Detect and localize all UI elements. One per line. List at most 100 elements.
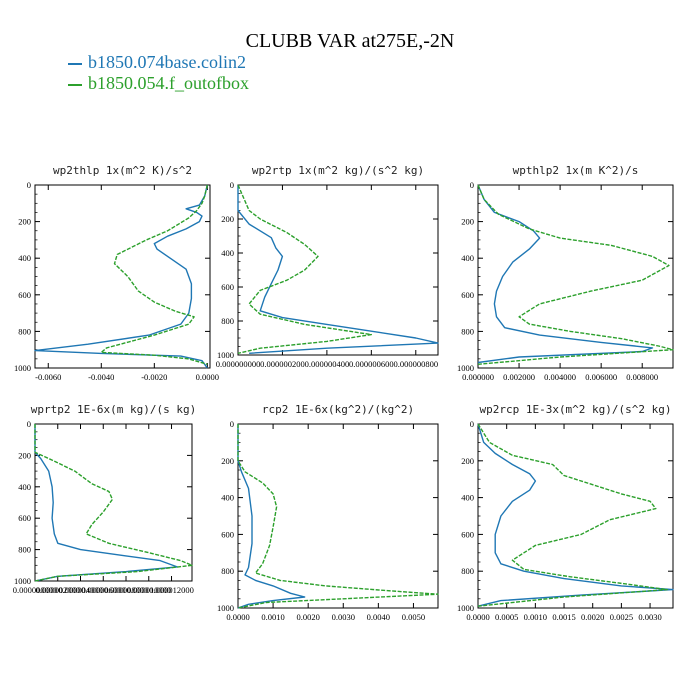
series-line-2	[100, 184, 208, 365]
y-tick-label: 200	[221, 456, 234, 466]
y-tick-label: 600	[18, 513, 31, 523]
y-tick-label: 400	[221, 248, 234, 258]
y-tick-label: 200	[18, 217, 31, 227]
x-tick-label: 0.0005	[495, 612, 518, 622]
panel-title: wprtp2 1E-6x(m kg)/(s kg)	[31, 403, 197, 416]
series-line-2	[237, 424, 439, 609]
panel-title: wp2rcp 1E-3x(m^2 kg)/(s^2 kg)	[479, 403, 671, 416]
x-tick-label: 0.000002000	[35, 585, 80, 595]
legend-label-2: b1850.054.f_outofbox	[88, 73, 249, 93]
y-tick-label: 400	[18, 253, 31, 263]
y-tick-label: 200	[221, 214, 234, 224]
x-tick-label: 0.0050	[402, 612, 425, 622]
legend-swatch-1	[68, 62, 82, 65]
x-tick-label: 0.0015	[552, 612, 575, 622]
x-tick-label: 0.0010	[261, 612, 284, 622]
y-tick-label: 600	[461, 529, 474, 539]
y-tick-label: 0	[230, 180, 234, 190]
x-tick-label: 0.0020	[296, 612, 319, 622]
series-line-1	[237, 185, 439, 354]
x-tick-label: 0.0020	[581, 612, 604, 622]
x-tick-label: 0.0030	[332, 612, 355, 622]
y-tick-label: 400	[221, 493, 234, 503]
panel-title: wp2thlp 1x(m^2 K)/s^2	[53, 164, 192, 177]
x-tick-label: 0.000008000	[104, 585, 149, 595]
y-tick-label: 600	[18, 290, 31, 300]
y-tick-label: 800	[461, 326, 474, 336]
y-tick-label: 1000	[14, 363, 31, 373]
x-tick-label: 0.000010000	[126, 585, 171, 595]
series-line-1	[34, 424, 178, 582]
plot-frame	[477, 184, 674, 369]
y-tick-label: 0	[230, 419, 234, 429]
x-tick-label: -0.0060	[35, 372, 61, 382]
y-tick-label: 1000	[14, 576, 31, 586]
y-tick-label: 200	[461, 217, 474, 227]
y-tick-label: 600	[221, 282, 234, 292]
y-tick-label: 600	[221, 529, 234, 539]
x-tick-label: 0.004000	[544, 372, 576, 382]
x-tick-label: 0.000004000	[58, 585, 103, 595]
y-tick-label: 400	[18, 482, 31, 492]
x-tick-label: 0.000006000	[81, 585, 126, 595]
y-tick-label: 0	[470, 180, 474, 190]
x-tick-label: 0.000000000	[13, 585, 58, 595]
series-line-1	[477, 423, 674, 607]
plot-frame	[237, 423, 439, 609]
y-tick-label: 1000	[217, 350, 234, 360]
x-tick-label: -0.0020	[141, 372, 167, 382]
legend-entry-1: b1850.074base.colin2	[68, 52, 246, 73]
y-tick-label: 800	[221, 566, 234, 576]
legend-swatch-2	[68, 83, 82, 86]
x-tick-label: 0.000012000	[149, 585, 194, 595]
y-tick-label: 1000	[457, 363, 474, 373]
series-line-1	[34, 184, 208, 369]
y-tick-label: 600	[461, 290, 474, 300]
y-tick-label: 800	[221, 316, 234, 326]
x-tick-label: 0.000000600	[349, 359, 394, 369]
y-tick-label: 800	[18, 545, 31, 555]
panel-title: wpthlp2 1x(m K^2)/s	[513, 164, 639, 177]
x-tick-label: -0.0040	[88, 372, 114, 382]
y-tick-label: 0	[470, 419, 474, 429]
series-line-2	[477, 184, 674, 365]
panel-title: wp2rtp 1x(m^2 kg)/(s^2 kg)	[252, 164, 424, 177]
x-tick-label: 0.002000	[503, 372, 535, 382]
plot-frame	[34, 184, 211, 369]
legend-label-1: b1850.074base.colin2	[88, 52, 246, 72]
y-tick-label: 0	[27, 180, 31, 190]
x-tick-label: 0.0000	[466, 612, 489, 622]
x-tick-label: 0.0010	[524, 612, 547, 622]
x-tick-label: 0.006000	[585, 372, 617, 382]
y-tick-label: 200	[18, 450, 31, 460]
x-tick-label: 0.000000	[462, 372, 494, 382]
y-tick-label: 800	[18, 326, 31, 336]
legend-entry-2: b1850.054.f_outofbox	[68, 73, 249, 94]
x-tick-label: 0.0040	[367, 612, 390, 622]
y-tick-label: 0	[27, 419, 31, 429]
series-line-2	[477, 423, 668, 607]
x-tick-label: 0.000000200	[260, 359, 305, 369]
y-tick-label: 1000	[457, 603, 474, 613]
y-tick-label: 800	[461, 566, 474, 576]
x-tick-label: 0.0030	[638, 612, 661, 622]
x-tick-label: 0.008000	[626, 372, 658, 382]
y-tick-label: 400	[461, 253, 474, 263]
x-tick-label: 0.000000000	[216, 359, 261, 369]
x-tick-label: 0.000000800	[393, 359, 438, 369]
y-tick-label: 400	[461, 493, 474, 503]
series-line-2	[34, 424, 193, 582]
x-tick-label: 0.000000400	[305, 359, 350, 369]
y-tick-label: 200	[461, 456, 474, 466]
x-tick-label: 0.0000	[226, 612, 249, 622]
chart-title: CLUBB VAR at275E,-2N	[245, 30, 455, 52]
series-line-1	[477, 184, 654, 364]
plot-frame	[237, 184, 439, 356]
panel-title: rcp2 1E-6x(kg^2)/(kg^2)	[262, 403, 414, 416]
series-line-2	[237, 184, 372, 354]
series-line-1	[237, 424, 306, 609]
x-tick-label: 0.0000	[196, 372, 219, 382]
y-tick-label: 1000	[217, 603, 234, 613]
x-tick-label: 0.0025	[610, 612, 633, 622]
